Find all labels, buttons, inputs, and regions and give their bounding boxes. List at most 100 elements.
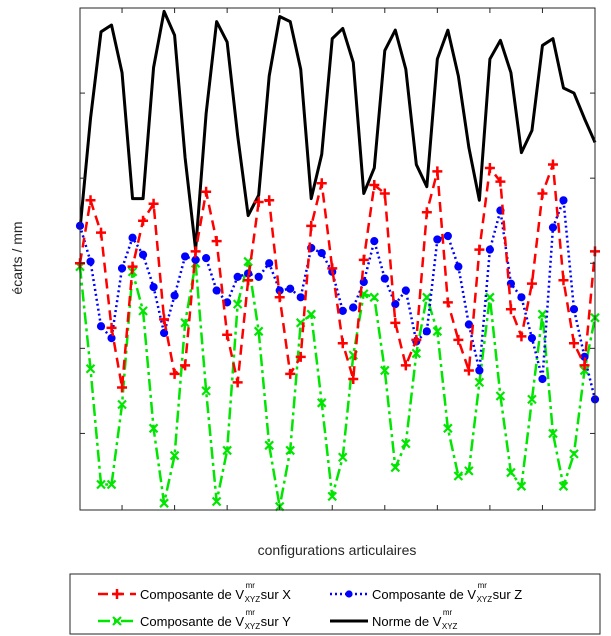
data-point-z <box>149 282 158 292</box>
data-point-y <box>579 365 590 376</box>
y-axis-label: écarts / mm <box>9 221 25 294</box>
series-line-norme <box>78 9 597 252</box>
data-point-x <box>537 188 548 199</box>
data-point-y <box>232 299 243 309</box>
data-point-y <box>411 348 422 359</box>
data-point-z <box>401 286 410 295</box>
legend-box <box>69 573 601 635</box>
legend-label-subscript: XYZ <box>442 622 458 631</box>
data-point-y <box>306 309 317 320</box>
data-point-x <box>243 275 254 286</box>
data-point-y <box>401 438 411 449</box>
data-point-x <box>327 263 338 274</box>
legend-label-suffix: sur Y <box>261 614 291 629</box>
data-point-y <box>537 309 548 320</box>
data-point-x <box>411 334 422 345</box>
data-point-y <box>443 423 453 434</box>
data-point-z <box>538 374 547 384</box>
data-point-z <box>86 257 95 266</box>
data-point-x <box>117 382 128 393</box>
data-point-z <box>117 264 127 273</box>
data-point-y <box>527 394 537 405</box>
data-point-z <box>296 293 305 302</box>
data-point-x <box>348 373 359 384</box>
axes-layer <box>79 7 596 511</box>
data-point-z <box>464 320 473 329</box>
data-point-x <box>505 304 516 315</box>
legend-label-superscript: mr <box>443 608 453 617</box>
data-point-y <box>316 398 327 408</box>
legend-label-prefix: Composante de V <box>372 587 476 602</box>
data-point-z <box>475 366 484 375</box>
data-point-x <box>547 159 558 170</box>
data-point-y <box>85 363 96 374</box>
legend-marker-y <box>112 616 122 626</box>
data-point-z <box>202 254 211 263</box>
data-point-x <box>463 365 474 376</box>
legend-label-suffix: sur Z <box>493 587 523 602</box>
data-point-y <box>106 479 117 490</box>
data-point-x <box>138 215 149 226</box>
data-point-y <box>138 306 148 316</box>
legend-label-subscript: XYZ <box>245 595 261 604</box>
data-point-x <box>432 166 443 177</box>
data-point-x <box>421 207 432 218</box>
data-point-y <box>369 292 380 303</box>
data-point-z <box>433 235 442 244</box>
data-point-x <box>558 275 569 286</box>
data-point-z <box>96 322 106 331</box>
data-point-y <box>569 449 579 459</box>
data-point-z <box>265 259 274 268</box>
data-point-x <box>306 220 317 231</box>
data-point-y <box>390 462 401 473</box>
data-point-y <box>558 481 569 491</box>
legend-label-subscript: XYZ <box>245 622 261 631</box>
data-point-x <box>169 368 180 379</box>
data-point-z <box>170 291 179 300</box>
series-line-x <box>78 163 597 389</box>
data-point-y <box>285 445 295 456</box>
data-point-z <box>380 274 389 283</box>
data-point-x <box>274 292 285 303</box>
data-point-y <box>548 428 558 439</box>
data-point-x <box>127 261 138 272</box>
data-point-z <box>138 250 148 259</box>
data-point-x <box>211 236 222 247</box>
data-point-y <box>485 292 495 303</box>
data-point-z <box>286 284 295 293</box>
data-point-y <box>506 467 516 478</box>
data-point-y <box>432 326 443 337</box>
data-point-x <box>222 329 233 340</box>
legend-label-superscript: mr <box>246 608 256 617</box>
data-point-x <box>295 351 306 362</box>
data-point-y <box>211 496 222 507</box>
data-point-y <box>516 481 527 491</box>
data-point-z <box>422 327 431 336</box>
data-point-y <box>253 326 264 337</box>
data-point-x <box>495 176 506 187</box>
data-point-x <box>337 338 348 349</box>
data-point-y <box>337 452 348 463</box>
data-point-y <box>453 471 464 481</box>
legend-label-suffix: sur X <box>261 587 292 602</box>
data-point-x <box>358 254 369 265</box>
data-point-z <box>443 231 452 241</box>
data-point-x <box>474 244 485 255</box>
series-layer <box>75 9 600 512</box>
data-point-z <box>349 303 358 312</box>
data-point-y <box>474 377 485 388</box>
data-point-z <box>212 286 221 295</box>
data-point-y <box>96 479 106 490</box>
plot-background <box>80 8 595 510</box>
data-point-x <box>232 377 243 388</box>
data-point-x <box>201 186 212 197</box>
legend-label-superscript: mr <box>478 581 488 590</box>
data-point-z <box>338 306 347 316</box>
legend-label-superscript: mr <box>246 581 256 590</box>
series-line-y <box>78 260 597 508</box>
data-point-y <box>169 450 180 461</box>
data-point-y <box>327 491 338 502</box>
data-point-z <box>181 252 190 261</box>
